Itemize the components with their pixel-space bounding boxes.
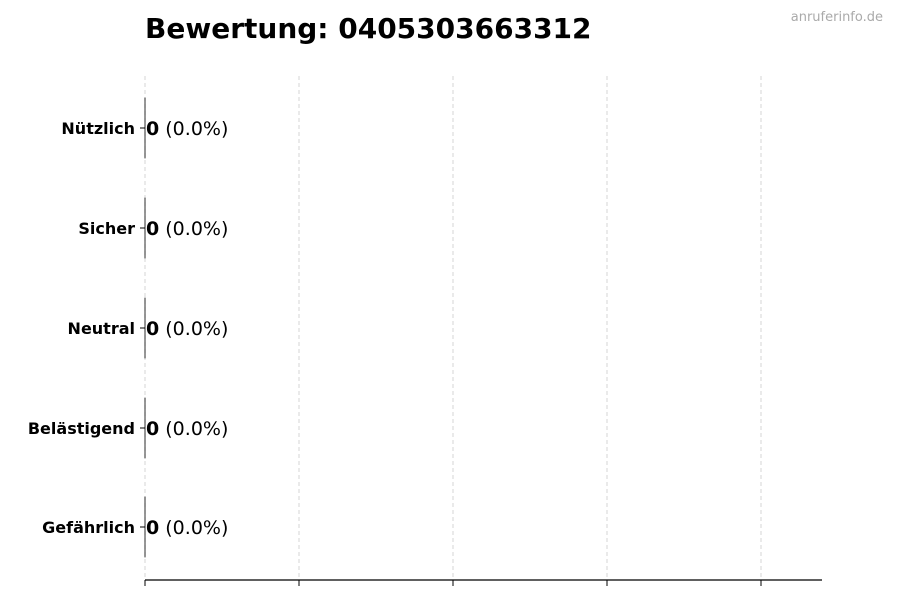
value-label: 0: [146, 118, 159, 140]
percent-label: (0.0%): [159, 218, 228, 240]
category-label: Neutral: [68, 319, 135, 338]
data-label: 0 (0.0%): [146, 218, 228, 240]
category-label: Sicher: [78, 219, 135, 238]
chart-title: Bewertung: 0405303663312: [145, 12, 592, 45]
category-label: Gefährlich: [42, 518, 135, 537]
watermark: anruferinfo.de: [790, 10, 883, 25]
data-label: 0 (0.0%): [146, 318, 228, 340]
category-label: Belästigend: [28, 419, 135, 438]
value-label: 0: [146, 318, 159, 340]
data-label: 0 (0.0%): [146, 418, 228, 440]
percent-label: (0.0%): [159, 517, 228, 539]
value-label: 0: [146, 218, 159, 240]
percent-label: (0.0%): [159, 318, 228, 340]
data-label: 0 (0.0%): [146, 118, 228, 140]
data-label: 0 (0.0%): [146, 517, 228, 539]
percent-label: (0.0%): [159, 418, 228, 440]
category-label: Nützlich: [61, 119, 135, 138]
percent-label: (0.0%): [159, 118, 228, 140]
value-label: 0: [146, 418, 159, 440]
value-label: 0: [146, 517, 159, 539]
